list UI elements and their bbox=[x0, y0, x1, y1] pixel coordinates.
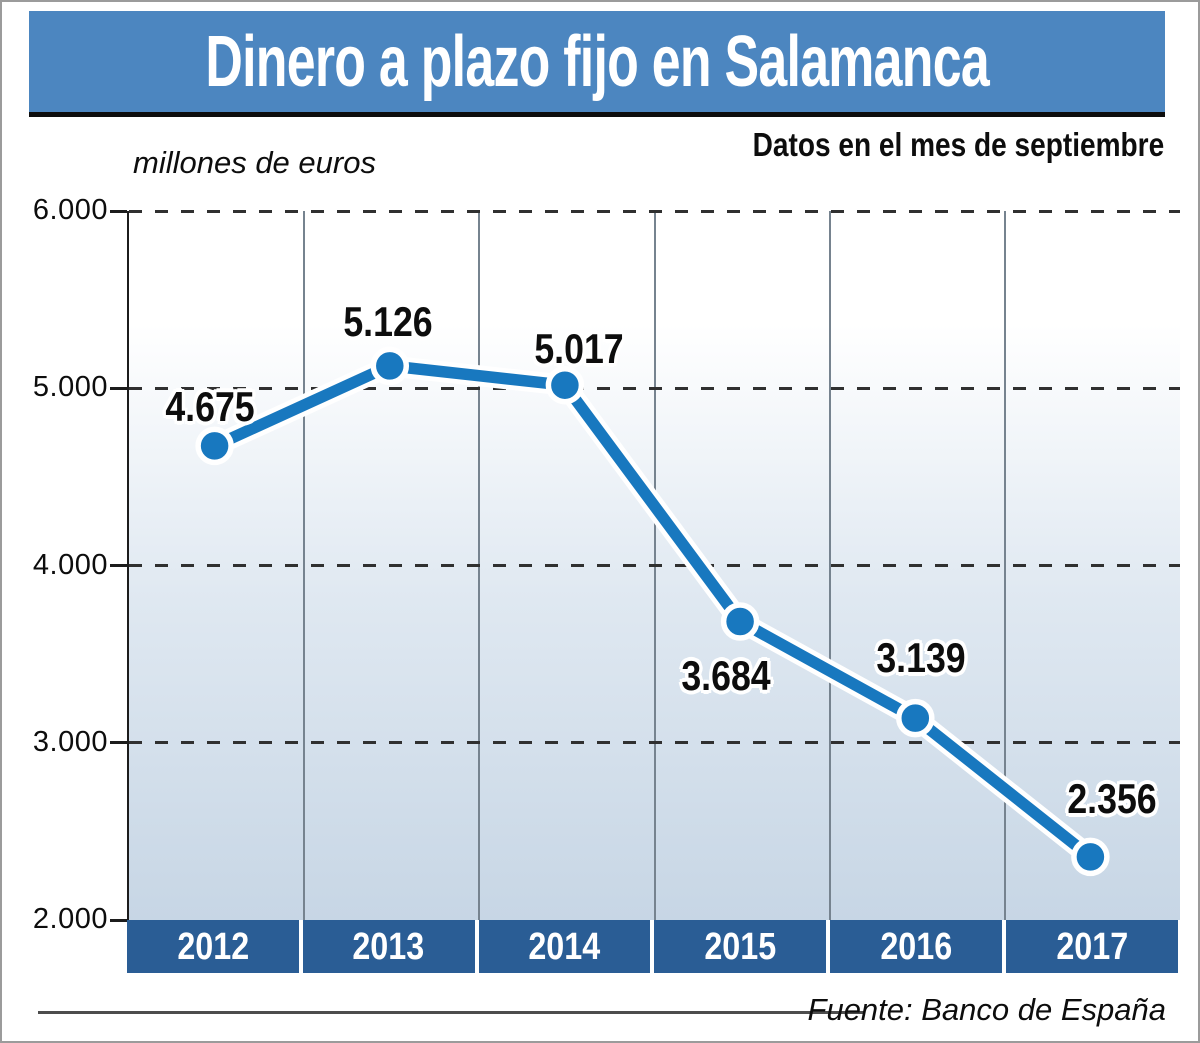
y-tick-label: 6.000 bbox=[32, 194, 108, 226]
y-axis-tick bbox=[110, 741, 127, 745]
gridline bbox=[129, 741, 1180, 745]
trend-line bbox=[208, 360, 1097, 863]
y-axis-tick bbox=[110, 386, 127, 390]
gridline bbox=[129, 209, 1180, 213]
x-axis-label-2013: 2013 bbox=[298, 920, 475, 973]
value-label-2016: 3.139 bbox=[876, 634, 966, 682]
x-axis-year-bar: 2012 2013 2014 2015 2016 2017 bbox=[127, 920, 1178, 973]
x-axis-label-2014: 2014 bbox=[474, 920, 651, 973]
y-axis-unit-label: millones de euros bbox=[133, 145, 376, 180]
x-axis-label-2015: 2015 bbox=[650, 920, 826, 973]
value-label-2017: 2.356 bbox=[1067, 774, 1158, 822]
source-text: Fuente: Banco de España bbox=[807, 992, 1166, 1027]
gridline bbox=[129, 386, 1180, 390]
y-tick-label: 3.000 bbox=[32, 725, 108, 758]
y-tick-label: 4.000 bbox=[32, 548, 108, 581]
source-divider-line bbox=[38, 1011, 865, 1014]
line-series bbox=[195, 346, 1110, 877]
page-title: Dinero a plazo fijo en Salamanca bbox=[205, 21, 989, 102]
value-label-2013: 5.126 bbox=[343, 297, 433, 345]
value-label-2012: 4.675 bbox=[164, 382, 255, 430]
y-axis-tick bbox=[110, 918, 127, 922]
data-point-2017 bbox=[1071, 837, 1110, 877]
data-point-2016 bbox=[896, 698, 935, 738]
y-axis-tick bbox=[110, 209, 127, 213]
data-point-2014 bbox=[545, 365, 585, 405]
data-point-2015 bbox=[720, 602, 760, 641]
y-tick-label: 5.000 bbox=[32, 371, 108, 404]
data-point-2013 bbox=[370, 346, 410, 386]
plot-area bbox=[127, 209, 1180, 920]
trend-line-outline bbox=[204, 355, 1101, 868]
x-axis-label-2012: 2012 bbox=[176, 925, 249, 968]
data-point-2012 bbox=[195, 426, 234, 466]
y-axis-tick bbox=[110, 564, 127, 567]
value-label-2015: 3.684 bbox=[681, 651, 771, 699]
x-axis-label-2017: 2017 bbox=[1002, 920, 1178, 973]
x-axis-label-2016: 2016 bbox=[826, 920, 1002, 973]
value-label-2014: 5.017 bbox=[534, 325, 624, 373]
chart-subtitle: Datos en el mes de septiembre bbox=[752, 126, 1164, 163]
gridline bbox=[129, 564, 1180, 567]
title-bar: Dinero a plazo fijo en Salamanca bbox=[29, 11, 1165, 117]
y-tick-label: 2.000 bbox=[32, 903, 108, 935]
